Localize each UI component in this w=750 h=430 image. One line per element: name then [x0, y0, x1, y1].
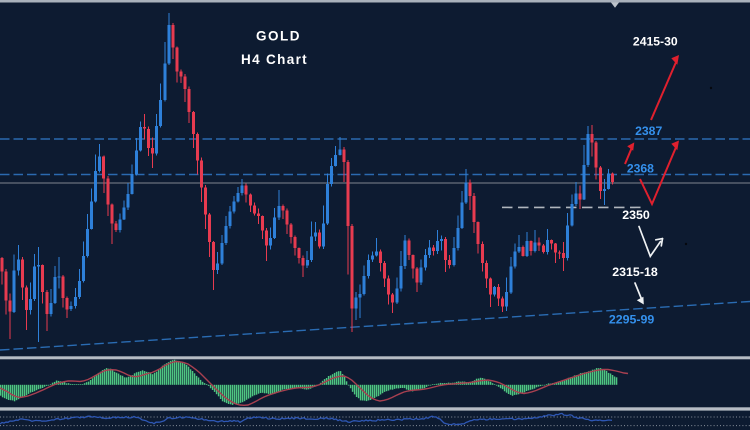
svg-text:2415-30: 2415-30 [633, 35, 678, 49]
svg-text:2295-99: 2295-99 [609, 313, 655, 327]
svg-text:2387: 2387 [635, 124, 662, 138]
svg-text:2368: 2368 [627, 161, 654, 175]
svg-text:H4 Chart: H4 Chart [241, 52, 308, 67]
svg-text:2315-18: 2315-18 [612, 265, 658, 279]
svg-text:GOLD: GOLD [256, 29, 301, 44]
svg-text:2350: 2350 [622, 208, 650, 222]
